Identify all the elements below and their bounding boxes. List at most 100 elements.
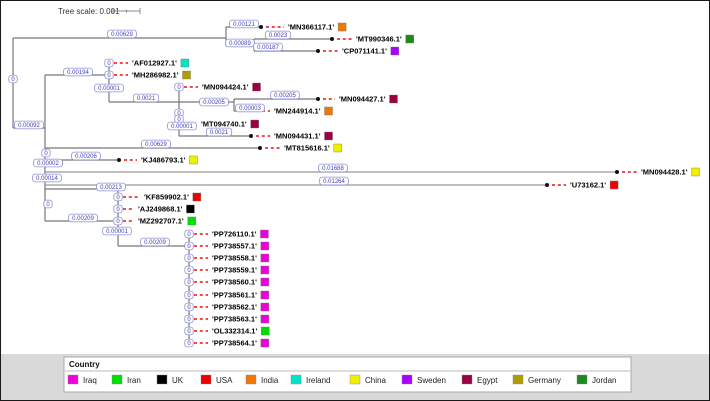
country-color-square — [337, 22, 347, 32]
taxon-label[interactable]: 'PP738564.1' — [212, 339, 257, 348]
branch-value-box — [184, 314, 194, 324]
branch-value-box — [8, 74, 18, 84]
country-color-square — [260, 229, 269, 239]
branch-value-box — [184, 338, 194, 348]
taxon-label[interactable]: 'PP738563.1' — [212, 315, 257, 324]
taxon-label[interactable]: 'PP726110.1' — [212, 230, 257, 239]
taxon-label[interactable]: 'MZ292707.1' — [138, 217, 184, 226]
taxon-label[interactable]: 'MN094424.1' — [202, 83, 249, 92]
country-color-square — [260, 290, 270, 300]
taxon-label[interactable]: 'MT094740.1' — [201, 120, 247, 129]
branch-value-box — [104, 70, 114, 80]
taxon-label[interactable]: 'MN366117.1' — [288, 23, 334, 32]
branch-value-label: 0 — [187, 232, 191, 238]
branch-value-label: 0 — [177, 111, 181, 117]
taxon-label[interactable]: 'MN244914.1' — [274, 107, 321, 116]
branch-value-label: 0.00014 — [36, 176, 58, 182]
taxon-label[interactable]: 'CP071141.1' — [342, 47, 387, 56]
branch-value-label: 0.00092 — [18, 123, 40, 129]
branch-value-box — [113, 204, 123, 214]
branch-value-label: 0.00001 — [98, 86, 120, 92]
taxon-label[interactable]: 'U73162.1' — [570, 181, 606, 190]
country-color-square — [390, 46, 400, 56]
country-color-square — [260, 277, 270, 287]
branch-value-label: 0.00003 — [239, 106, 261, 112]
branch-value-label: 0 — [187, 244, 191, 250]
branch-value-label: 0 — [44, 151, 48, 157]
branch-value-label: 0 — [116, 219, 120, 225]
branch-value-label: 0.00002 — [37, 161, 59, 167]
legend-label-sweden: Sweden — [417, 376, 446, 385]
tip-dot — [258, 146, 262, 150]
taxon-label[interactable]: 'MT990346.1' — [356, 35, 402, 44]
branch-value-box — [71, 151, 101, 161]
tip-dot — [545, 183, 549, 187]
legend-swatch-iraq — [67, 374, 79, 385]
branch-value-box — [68, 213, 98, 223]
branch-value-box — [14, 120, 44, 130]
branch-value-label: 0.00205 — [203, 100, 225, 106]
taxon-label[interactable]: 'PP738562.1' — [212, 303, 257, 312]
branch-value-label: 0 — [46, 202, 50, 208]
branch-value-label: 0.00209 — [144, 240, 166, 246]
taxon-label[interactable]: 'MN094431.1' — [274, 132, 321, 141]
legend-swatch-sweden — [401, 374, 413, 385]
branch-value-label: 0.00001 — [106, 229, 128, 235]
legend-swatch-china — [349, 374, 361, 385]
branch-value-box — [94, 83, 124, 93]
taxon-label[interactable]: 'PP738557.1' — [212, 242, 257, 251]
branch-value-label: 0 — [187, 280, 191, 286]
branch-value-box — [184, 326, 194, 336]
branch-value-label: 0.00187 — [257, 45, 279, 51]
tip-dot — [259, 25, 263, 29]
branch-value-box — [184, 290, 194, 300]
legend-swatch-india — [245, 374, 257, 385]
country-color-square — [189, 155, 198, 165]
taxon-label[interactable]: 'PP738560.1' — [212, 278, 257, 287]
branch-value-box — [140, 237, 170, 247]
taxon-label[interactable]: 'MT815616.1' — [284, 144, 330, 153]
branch-value-box — [102, 226, 132, 236]
country-color-square — [252, 82, 261, 92]
legend-label-germany: Germany — [528, 376, 561, 385]
branch-value-label: 0.00629 — [111, 32, 133, 38]
legend-swatch-usa — [200, 374, 212, 385]
country-color-square — [260, 314, 270, 324]
tip-dot — [615, 170, 619, 174]
legend-swatch-iran — [111, 374, 123, 385]
branch-value-label: 0 — [187, 329, 191, 335]
branch-value-box — [319, 176, 349, 186]
country-color-square — [180, 58, 190, 68]
branch-value-box — [167, 121, 197, 131]
country-color-square — [186, 204, 195, 214]
taxon-label[interactable]: 'PP738561.1' — [212, 291, 257, 300]
taxon-label[interactable]: 'MN094428.1' — [641, 168, 688, 177]
branch-value-box — [33, 158, 63, 168]
taxon-label[interactable]: 'AJ249868.1' — [138, 205, 183, 214]
country-color-square — [324, 131, 333, 141]
branch-value-label: 0 — [187, 293, 191, 299]
taxon-label[interactable]: 'KF859902.1' — [144, 193, 189, 202]
country-color-square — [333, 143, 342, 153]
taxon-label[interactable]: 'AF012927.1' — [132, 59, 177, 68]
branch-value-label: 0.0021 — [210, 130, 229, 136]
country-color-square — [260, 253, 270, 263]
legend-swatch-egypt — [461, 374, 473, 385]
taxon-label[interactable]: 'MN094427.1' — [339, 95, 386, 104]
branch-value-label: 0.00213 — [100, 185, 122, 191]
taxon-label[interactable]: 'KJ486793.1' — [141, 156, 186, 165]
taxon-label[interactable]: 'OL332314.1' — [212, 327, 257, 336]
taxon-label[interactable]: 'PP738558.1' — [212, 254, 257, 263]
taxon-label[interactable]: 'MH286982.1' — [132, 71, 179, 80]
taxon-label[interactable]: 'PP738559.1' — [212, 266, 257, 275]
branch-value-label: 0 — [107, 73, 111, 79]
branch-value-box — [141, 139, 171, 149]
branch-value-label: 0 — [177, 85, 181, 91]
country-color-square — [260, 241, 270, 251]
legend-label-china: China — [365, 376, 386, 385]
branch-value-box — [184, 241, 194, 251]
branch-value-label: 0.00205 — [274, 93, 296, 99]
branch-value-label: 0.00194 — [67, 70, 89, 76]
tip-dot — [117, 158, 121, 162]
